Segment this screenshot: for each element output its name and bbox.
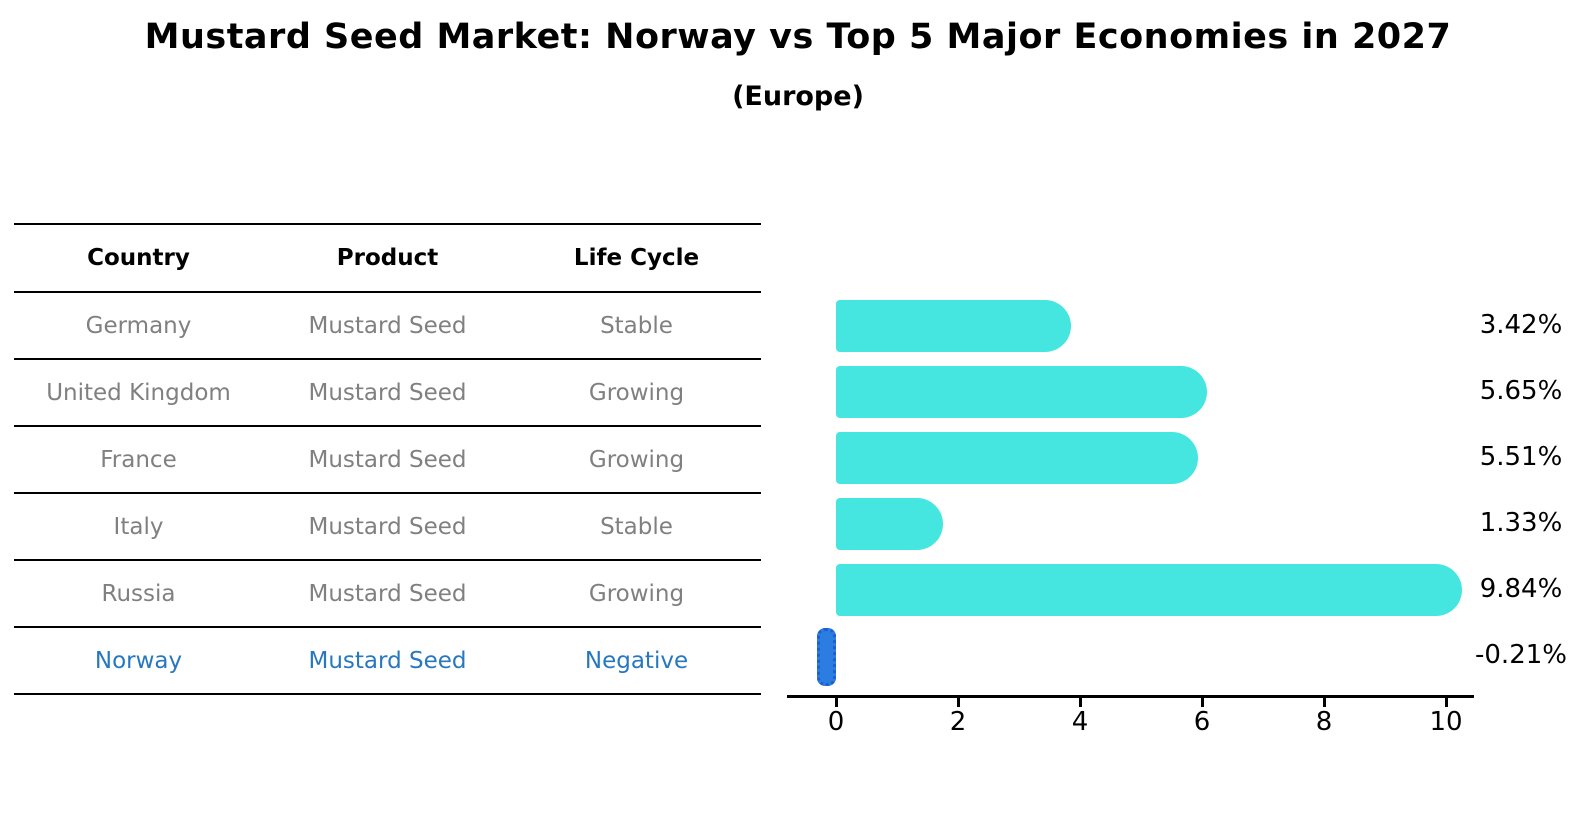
bar-value-label: 5.65%: [1479, 376, 1563, 406]
x-tick-label: 10: [1429, 707, 1463, 737]
x-tick-label: 2: [949, 707, 967, 737]
table-cell-country: France: [100, 446, 177, 473]
bar-germany: [836, 300, 1071, 352]
x-axis-line: [787, 695, 1474, 698]
table-cell-country: Italy: [113, 513, 164, 540]
x-tick-mark: [1201, 698, 1204, 707]
table-row: Russia Mustard Seed Growing: [14, 561, 761, 628]
x-tick-mark: [835, 698, 838, 707]
chart-title: Mustard Seed Market: Norway vs Top 5 Maj…: [144, 17, 1452, 57]
bar-france: [836, 432, 1199, 484]
table-cell-country: United Kingdom: [46, 379, 231, 406]
x-tick-label: 6: [1193, 707, 1211, 737]
table-row: Norway Mustard Seed Negative: [14, 628, 761, 695]
x-tick-mark: [1079, 698, 1082, 707]
table-row: France Mustard Seed Growing: [14, 427, 761, 494]
table-cell-lifecycle: Growing: [588, 379, 685, 406]
table-cell-country: Russia: [101, 580, 176, 607]
table-header-row: Country Product Life Cycle: [14, 225, 761, 293]
table-cell-lifecycle: Stable: [600, 513, 673, 540]
table-cell-lifecycle: Negative: [584, 647, 689, 674]
table-body: Germany Mustard Seed Stable United Kingdom M…: [14, 293, 761, 695]
bar-value-label: 3.42%: [1479, 310, 1563, 340]
bar-norway: [817, 628, 836, 686]
table-row: United Kingdom Mustard Seed Growing: [14, 360, 761, 427]
bar-value-label: 5.51%: [1479, 442, 1563, 472]
table-row: Germany Mustard Seed Stable: [14, 293, 761, 360]
chart-subtitle: (Europe): [732, 81, 864, 112]
table-header-country: Country: [87, 245, 190, 271]
x-tick-label: 4: [1071, 707, 1089, 737]
bar-italy: [836, 498, 944, 550]
table-cell-lifecycle: Growing: [588, 580, 685, 607]
bar-value-label: 9.84%: [1479, 574, 1563, 604]
table-header-lifecycle: Life Cycle: [573, 245, 700, 271]
bar-russia: [836, 564, 1463, 616]
table-cell-country: Germany: [85, 312, 192, 339]
x-tick-label: 8: [1315, 707, 1333, 737]
table-header-product: Product: [336, 245, 439, 271]
table-row: Italy Mustard Seed Stable: [14, 494, 761, 561]
country-table: Country Product Life Cycle Germany Mustar…: [14, 223, 761, 695]
table-cell-country: Norway: [94, 647, 183, 674]
bar-value-label: 1.33%: [1479, 508, 1563, 538]
table-cell-product: Mustard Seed: [308, 513, 467, 540]
table-cell-product: Mustard Seed: [308, 647, 467, 674]
table-cell-lifecycle: Stable: [600, 312, 673, 339]
x-tick-mark: [957, 698, 960, 707]
table-cell-lifecycle: Growing: [588, 446, 685, 473]
bar-value-label: -0.21%: [1475, 640, 1567, 670]
x-tick-label: 0: [827, 707, 845, 737]
table-cell-product: Mustard Seed: [308, 446, 467, 473]
table-cell-product: Mustard Seed: [308, 580, 467, 607]
bar-united-kingdom: [836, 366, 1207, 418]
x-tick-mark: [1445, 698, 1448, 707]
table-cell-product: Mustard Seed: [308, 379, 467, 406]
table-cell-product: Mustard Seed: [308, 312, 467, 339]
x-tick-mark: [1323, 698, 1326, 707]
